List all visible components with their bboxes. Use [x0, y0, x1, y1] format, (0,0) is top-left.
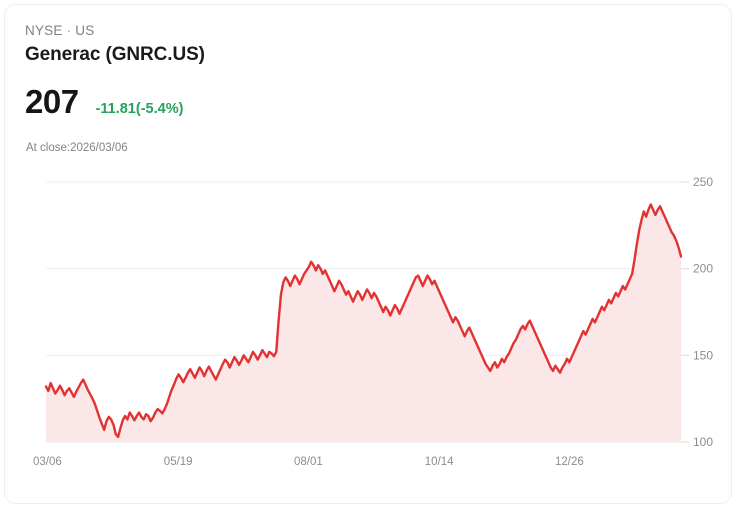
- price-chart[interactable]: 250 200 150 100 03/06 05/19 08/01 10/14 12/26: [5, 165, 736, 485]
- y-axis-tick-label: 200: [693, 262, 713, 276]
- price-value: 207: [25, 83, 79, 120]
- x-axis-tick-label: 12/26: [555, 456, 584, 468]
- x-axis-tick-label: 03/06: [33, 456, 62, 468]
- y-axis-tick-label: 100: [693, 435, 713, 449]
- y-axis-tick-label: 250: [693, 175, 713, 189]
- chart-y-axis-labels: 250 200 150 100: [693, 175, 713, 449]
- chart-line: [44, 203, 683, 438]
- x-axis-tick-label: 08/01: [294, 456, 323, 468]
- y-axis-tick-label: 150: [693, 348, 713, 362]
- exchange-label: NYSE: [25, 23, 63, 38]
- chart-area-fill: [46, 204, 681, 442]
- market-status-text: At close:2026/03/06: [26, 142, 128, 154]
- price-change: -11.81(-5.4%): [95, 101, 184, 117]
- chart-x-axis-labels: 03/06 05/19 08/01 10/14 12/26: [33, 456, 584, 468]
- x-axis-tick-label: 10/14: [425, 456, 454, 468]
- x-axis-tick-label: 05/19: [164, 456, 193, 468]
- page-title: Generac (GNRC.US): [25, 44, 205, 65]
- price-chart-svg[interactable]: 250 200 150 100 03/06 05/19 08/01 10/14 12/26: [5, 165, 736, 485]
- chart-y-tick-marks: [681, 181, 689, 443]
- quote-header: NYSE · US Generac (GNRC.US): [25, 23, 625, 67]
- separator-dot: ·: [66, 23, 72, 38]
- exchange-region-row: NYSE · US: [25, 23, 625, 39]
- region-label: US: [75, 23, 95, 38]
- price-row: 207 -11.81(-5.4%): [25, 83, 183, 121]
- stock-quote-card: NYSE · US Generac (GNRC.US) 207 -11.81(-5.…: [4, 4, 732, 504]
